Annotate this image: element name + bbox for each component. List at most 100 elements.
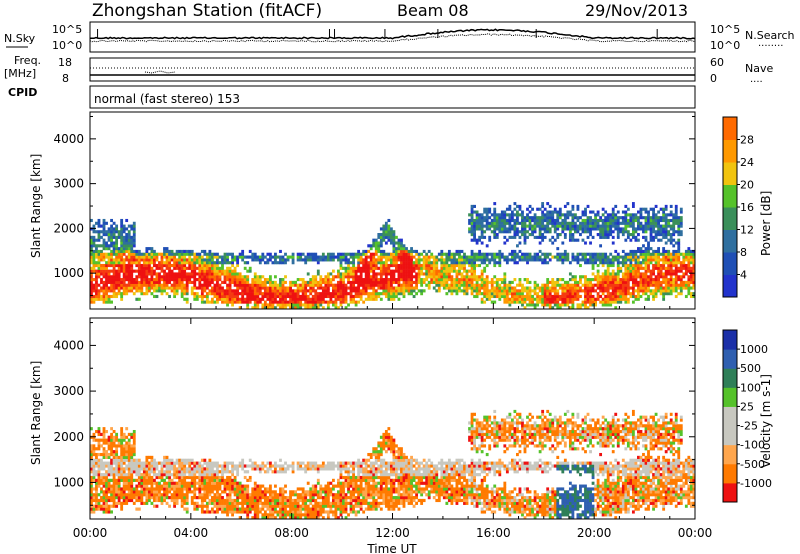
power-cell	[258, 297, 262, 301]
power-cell	[347, 286, 350, 290]
power-cell	[609, 278, 613, 282]
power-cell	[377, 280, 381, 284]
power-cell	[672, 216, 676, 220]
power-cell	[505, 283, 509, 287]
power-cell	[266, 306, 270, 309]
power-cell	[601, 230, 605, 234]
power-cell	[379, 283, 383, 287]
power-cell	[90, 278, 93, 282]
velocity-cell	[170, 473, 174, 477]
power-cell	[296, 255, 300, 259]
power-cell	[601, 297, 605, 301]
power-cell	[551, 283, 555, 287]
power-cell	[669, 275, 673, 279]
power-cell	[611, 280, 615, 284]
power-cell	[566, 216, 570, 220]
power-cell	[584, 275, 587, 279]
velocity-cell	[158, 498, 161, 503]
power-cell	[145, 266, 149, 270]
velocity-cell	[120, 473, 124, 477]
velocity-cell	[185, 461, 189, 465]
power-cell	[654, 258, 658, 262]
velocity-cell	[112, 496, 116, 500]
power-cell	[493, 258, 497, 262]
power-cell	[440, 252, 444, 256]
power-cell	[281, 283, 285, 287]
power-cell	[581, 283, 585, 287]
power-cell	[556, 233, 560, 237]
power-cell	[195, 278, 199, 282]
power-cell	[110, 283, 113, 287]
power-cell	[190, 266, 194, 270]
power-cell	[389, 275, 393, 279]
power-cell	[586, 289, 590, 293]
power-cell	[596, 213, 600, 217]
power-cell	[642, 244, 645, 248]
velocity-cell	[130, 435, 134, 439]
power-cell	[115, 241, 119, 245]
velocity-cell	[97, 464, 101, 468]
power-cell	[470, 280, 474, 284]
power-cell	[377, 244, 381, 248]
power-cell	[516, 230, 519, 234]
velocity-cell	[168, 490, 171, 494]
power-cell	[364, 266, 368, 270]
power-cell	[563, 280, 567, 284]
power-cell	[432, 286, 436, 290]
power-cell	[689, 255, 693, 259]
power-cell	[566, 286, 570, 290]
power-cell	[518, 255, 522, 259]
power-cell	[601, 278, 605, 282]
power-cell	[392, 292, 396, 296]
power-cell	[173, 286, 177, 290]
power-cell	[624, 289, 628, 293]
velocity-cell	[163, 478, 166, 482]
power-cell	[546, 292, 550, 296]
power-cell	[619, 286, 623, 290]
power-cell	[604, 218, 608, 223]
power-cell	[100, 255, 103, 259]
velocity-cell	[95, 504, 98, 508]
power-cell	[516, 294, 519, 299]
power-cell	[332, 289, 335, 293]
power-cell	[692, 278, 695, 282]
power-cell	[105, 255, 108, 259]
power-cell	[115, 261, 119, 265]
power-cell	[228, 294, 232, 299]
power-cell	[624, 255, 628, 259]
power-cell	[337, 272, 340, 276]
power-cell	[463, 286, 466, 290]
power-cell	[291, 258, 295, 262]
power-cell	[541, 297, 545, 301]
power-cell	[117, 289, 121, 293]
power-cell	[306, 297, 310, 301]
power-cell	[132, 221, 136, 225]
power-cell	[591, 297, 595, 301]
power-cell	[498, 227, 502, 231]
power-cell	[463, 258, 466, 262]
power-cell	[536, 286, 540, 290]
power-cell	[150, 261, 154, 265]
velocity-cell	[92, 432, 96, 437]
power-cell	[485, 278, 489, 282]
power-cell	[523, 255, 527, 259]
power-cell	[503, 294, 507, 299]
power-cell	[130, 278, 134, 282]
power-cell	[175, 252, 179, 256]
power-cell	[185, 252, 189, 256]
power-cell	[402, 252, 406, 256]
power-cell	[531, 224, 534, 228]
power-cell	[251, 280, 255, 284]
power-cell	[568, 286, 572, 290]
velocity-cell	[105, 452, 108, 457]
power-cell	[574, 294, 577, 299]
power-cell	[216, 269, 219, 273]
velocity-cell	[130, 484, 134, 488]
power-cell	[586, 306, 590, 309]
power-cell	[102, 218, 106, 223]
velocity-cell	[90, 464, 93, 468]
power-cell	[279, 300, 282, 304]
power-cell	[216, 266, 219, 270]
power-cell	[626, 297, 630, 301]
power-cell	[574, 227, 577, 231]
